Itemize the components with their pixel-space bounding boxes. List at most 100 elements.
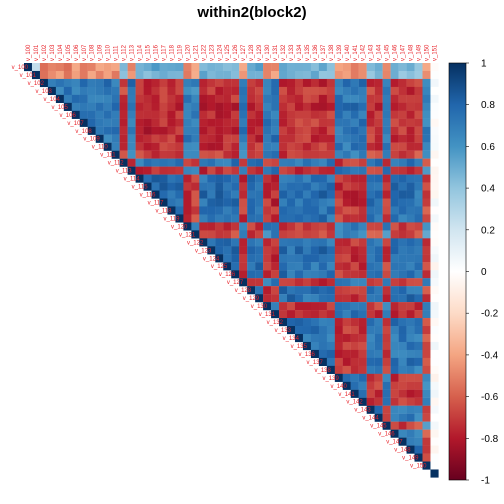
heatmap-cell [414,373,423,382]
column-label: v_109 [98,44,104,61]
heatmap-cell [151,118,160,127]
heatmap-cell [398,286,407,295]
heatmap-cell [334,349,343,359]
heatmap-cell [406,78,415,88]
heatmap-cell [430,166,439,175]
heatmap-cell [279,294,288,303]
heatmap-cell [350,230,359,239]
heatmap-cell [350,333,359,343]
row-label: v_138 [315,368,332,374]
heatmap-cell [263,278,272,287]
column-label: v_130 [265,44,271,61]
heatmap-cell [215,246,224,255]
heatmap-cell [199,134,208,143]
heatmap-cell [430,381,439,390]
heatmap-cell [239,198,248,207]
heatmap-cell [366,286,375,295]
heatmap-cell [382,357,391,367]
heatmap-cell [199,174,208,183]
row-label: v_142 [346,400,363,406]
heatmap-cell [175,134,184,143]
heatmap-cell [199,110,208,119]
heatmap-cell [239,110,248,119]
heatmap-cell [398,230,407,239]
heatmap-cell [191,126,200,135]
heatmap-cell [151,158,160,167]
heatmap-cell [326,238,335,247]
heatmap-cell [390,365,399,374]
heatmap-cell [199,126,208,135]
heatmap-cell [326,150,335,159]
heatmap-cell [310,142,320,151]
heatmap-cell [302,110,312,119]
heatmap-cell [366,238,375,247]
heatmap-cell [326,86,335,96]
heatmap-cell [422,222,431,231]
heatmap-cell [430,70,439,80]
heatmap-cell [390,310,399,319]
heatmap-cell [422,102,431,111]
heatmap-cell [175,206,184,215]
heatmap-cell [430,302,439,311]
heatmap-cell [406,166,415,175]
heatmap-cell [191,134,200,143]
heatmap-cell [414,437,423,446]
heatmap-cell [350,198,359,207]
heatmap-cell [271,254,280,263]
heatmap-cell [422,190,431,199]
heatmap-cell [390,174,399,183]
heatmap-cell [342,86,351,96]
heatmap-cell [422,333,431,343]
heatmap-cell [167,158,176,167]
heatmap-cell [231,70,240,80]
heatmap-cell [294,246,304,255]
heatmap-cell [326,230,335,239]
heatmap-cell [263,270,272,279]
heatmap-cell [374,397,383,406]
heatmap-cell [350,94,359,103]
column-label: v_107 [82,44,88,61]
heatmap-cell [294,118,304,127]
heatmap-cell [95,126,104,135]
heatmap-cell [271,126,280,135]
heatmap-cell [143,134,152,143]
heatmap-cell [350,373,359,382]
heatmap-cell [414,198,423,207]
heatmap-cell [310,246,320,255]
heatmap-cell [302,262,312,271]
row-label: v_120 [171,224,188,230]
heatmap-cell [414,222,423,231]
heatmap-cell [398,182,407,191]
heatmap-cell [215,142,224,151]
heatmap-cell [199,198,208,207]
heatmap-cell [334,254,343,263]
heatmap-cell [55,70,64,80]
column-label: v_119 [177,44,183,61]
heatmap-cell [430,198,439,207]
heatmap-cell [342,341,351,351]
heatmap-cell [398,262,407,271]
column-label: v_105 [66,44,72,61]
heatmap-cell [151,166,160,175]
heatmap-cell [302,126,312,135]
heatmap-cell [79,86,88,96]
heatmap-cell [263,246,272,255]
heatmap-cell [326,102,335,111]
heatmap-cell [430,341,439,351]
heatmap-cell [287,222,296,231]
heatmap-cell [183,166,192,175]
heatmap-cell [374,63,383,72]
heatmap-cell [422,429,431,438]
heatmap-cell [430,206,439,215]
heatmap-cell [366,365,375,374]
heatmap-cell [374,349,383,359]
heatmap-cell [159,150,168,159]
heatmap-cell [310,110,320,119]
row-label: v_135 [291,344,308,350]
heatmap-cell [406,341,415,351]
heatmap-cell [334,326,343,335]
heatmap-cell [127,86,136,96]
heatmap-cell [366,63,375,72]
heatmap-cell [390,158,399,167]
heatmap-cell [334,214,343,223]
